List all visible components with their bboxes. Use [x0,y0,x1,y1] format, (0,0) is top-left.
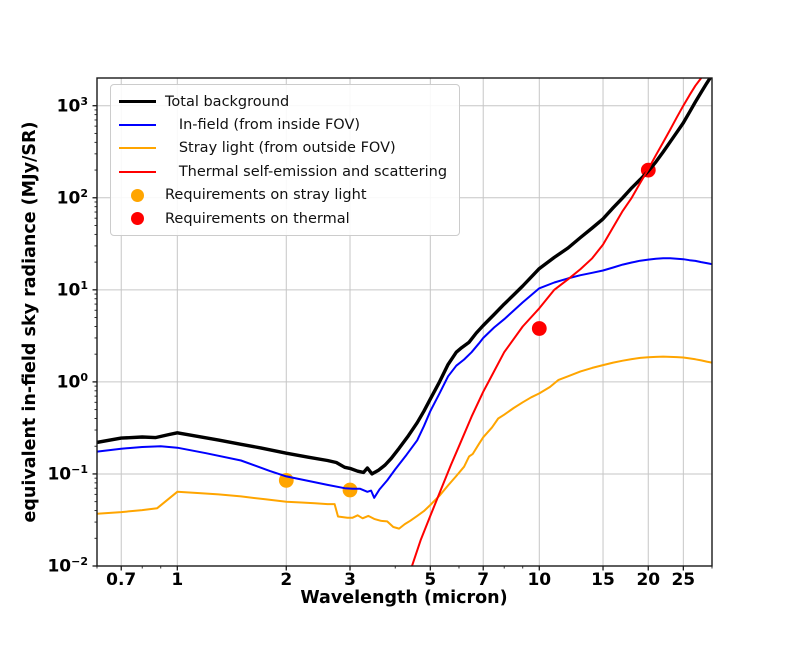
x-tick-label: 7 [477,570,490,590]
legend-item-stray-light: Stray light (from outside FOV) [119,137,447,160]
y-tick-label: 10−2 [47,554,88,577]
x-tick-label: 2 [280,570,293,590]
legend-item-label: Stray light (from outside FOV) [165,140,396,157]
stray-light-line-sample [119,147,156,150]
series-line-stray-light-from-outside-fov- [97,355,712,530]
x-tick-label: 3 [344,570,356,590]
legend-item-in-field: In-field (from inside FOV) [119,113,447,136]
x-tick-label: 5 [424,570,437,590]
series-line-total-background [97,78,712,476]
y-tick-label: 100 [56,370,88,393]
series-line-in-field-from-inside-fov- [97,257,712,499]
x-tick-label: 25 [671,570,696,590]
y-tick-label: 101 [56,278,88,301]
series-line-thermal-self-emission-and-scattering [410,78,703,566]
legend-item-req-thermal: Requirements on thermal [119,207,447,230]
legend-item-req-stray-light: Requirements on stray light [119,184,447,207]
requirement-point [531,321,547,336]
x-tick-label: 15 [591,570,615,590]
x-tick-label: 20 [636,570,661,590]
y-tick-label: 10−1 [47,462,88,485]
legend-item-label: Total background [165,93,290,110]
req-thermal-marker-sample [131,212,144,226]
legend-item-thermal: Thermal self-emission and scattering [119,160,447,183]
y-axis-label: equivalent in-field sky radiance (MJy/SR… [20,121,40,523]
axes-spines [96,77,713,567]
req-stray-light-marker-sample [131,188,144,202]
data-layer [97,78,712,566]
legend-item-label: In-field (from inside FOV) [165,117,361,134]
legend-item-label: Requirements on stray light [165,187,367,204]
legend: Total background In-field (from inside F… [110,84,461,237]
y-tick-label: 103 [56,94,88,117]
x-tick-label: 0.7 [106,570,137,590]
thermal-line-sample [119,170,156,173]
legend-item-label: Thermal self-emission and scattering [165,163,448,180]
in-field-line-sample [119,124,156,127]
y-tick-label: 102 [56,186,88,209]
x-tick-label: 10 [527,570,552,590]
legend-item-total-background: Total background [119,90,447,113]
requirement-point [342,482,358,498]
x-tick-label: 1 [171,570,184,590]
x-axis-label: Wavelength (micron) [300,588,508,608]
total-background-line-sample [119,100,156,104]
legend-item-label: Requirements on thermal [165,210,350,227]
